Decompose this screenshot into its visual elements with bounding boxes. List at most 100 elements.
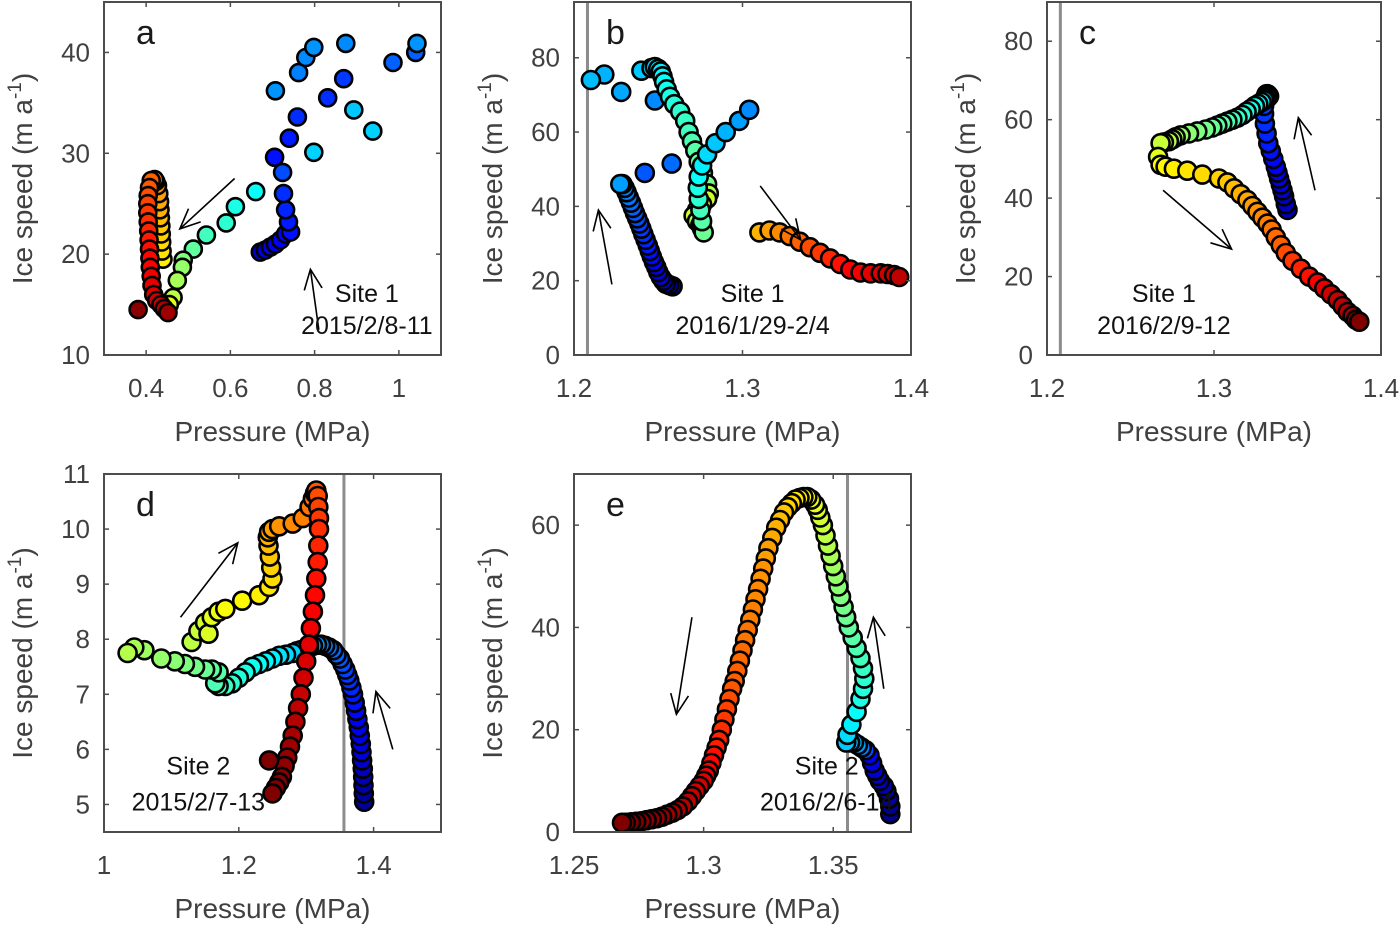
data-point xyxy=(303,142,324,163)
data-point xyxy=(335,33,356,54)
data-point xyxy=(407,33,427,54)
y-tick-label: 40 xyxy=(61,37,90,67)
data-point xyxy=(298,634,320,656)
data-point xyxy=(661,153,683,174)
data-point xyxy=(609,173,631,195)
site-annotation: Site 1 xyxy=(335,280,399,308)
x-tick-label: 1.4 xyxy=(1363,373,1399,403)
x-axis-label: Pressure (MPa) xyxy=(644,416,840,447)
data-point xyxy=(362,121,383,141)
y-axis-label-main: Ice speed (m a xyxy=(7,573,38,759)
y-tick-label: 60 xyxy=(1004,105,1033,135)
x-axis-label: Pressure (MPa) xyxy=(1116,416,1312,447)
y-axis-label-end: ) xyxy=(950,73,981,82)
x-tick-label: 1 xyxy=(97,850,111,880)
data-point xyxy=(225,196,246,217)
x-tick-label: 0.4 xyxy=(128,373,164,403)
direction-arrow-icon xyxy=(592,208,613,285)
x-axis-label: Pressure (MPa) xyxy=(174,416,370,447)
x-axis-label: Pressure (MPa) xyxy=(174,893,370,924)
x-axis-label: Pressure (MPa) xyxy=(644,893,840,924)
y-tick-label: 60 xyxy=(531,117,560,147)
x-tick-label: 1.3 xyxy=(724,373,760,403)
y-tick-label: 20 xyxy=(531,715,560,745)
y-tick-label: 20 xyxy=(531,266,560,296)
direction-arrow-icon xyxy=(759,185,802,242)
y-tick-label: 30 xyxy=(61,138,90,168)
data-point xyxy=(231,590,253,612)
y-axis-label: Ice speed (m a-1) xyxy=(5,73,38,284)
y-axis-label-main: Ice speed (m a xyxy=(7,99,38,285)
data-point xyxy=(167,270,188,291)
site-annotation: Site 2 xyxy=(166,753,230,781)
y-axis-label-end: ) xyxy=(477,73,508,82)
panel-a: 0.4 0.6 0.8 1 10 20 30 40 Pressure (MPa) Ice spee… xyxy=(5,1,442,447)
data-point xyxy=(383,52,403,73)
y-tick-label: 10 xyxy=(61,340,90,370)
data-point xyxy=(305,568,327,589)
axes-frame xyxy=(103,1,442,356)
panel-d: 1 1.2 1.4 5 6 7 8 9 10 11 Pressure (MPa) Ice speed … xyxy=(5,459,442,924)
panel-letter: e xyxy=(606,486,625,524)
data-point xyxy=(117,642,138,664)
data-point xyxy=(611,812,633,832)
x-tick-label: 1 xyxy=(392,373,406,403)
data-point xyxy=(245,181,266,202)
data-point xyxy=(196,225,217,245)
y-tick-label: 20 xyxy=(1004,262,1033,292)
x-tick-label: 1.4 xyxy=(356,850,392,880)
y-axis-label-superscript: -1 xyxy=(5,82,26,99)
y-tick-label: 7 xyxy=(76,679,90,709)
y-axis-label-superscript: -1 xyxy=(948,82,969,99)
panel-letter: b xyxy=(606,14,625,52)
data-point xyxy=(333,68,354,89)
panel-e: 1.25 1.3 1.35 0 20 40 60 Pressure (MPa) Ice spee… xyxy=(475,473,912,924)
date-annotation: 2015/2/8-11 xyxy=(301,312,433,340)
x-tick-label: 1.25 xyxy=(549,850,600,880)
x-tick-label: 1.4 xyxy=(893,373,929,403)
data-point xyxy=(300,617,322,639)
y-tick-label: 40 xyxy=(531,191,560,221)
data-point xyxy=(715,121,737,143)
y-tick-label: 0 xyxy=(1019,340,1033,370)
data-point xyxy=(151,648,172,669)
date-annotation: 2016/1/29-2/4 xyxy=(675,312,829,340)
y-axis-label: Ice speed (m a-1) xyxy=(475,73,508,284)
y-tick-label: 80 xyxy=(531,43,560,73)
data-point xyxy=(888,266,910,288)
y-axis-label-end: ) xyxy=(7,73,38,82)
date-annotation: 2015/2/7-13 xyxy=(132,789,265,817)
x-tick-label: 1.2 xyxy=(1029,373,1065,403)
data-point xyxy=(262,783,283,804)
data-points xyxy=(117,480,375,813)
data-point xyxy=(264,147,285,168)
y-tick-label: 10 xyxy=(61,514,90,544)
panel-letter: a xyxy=(136,14,155,52)
date-annotation: 2016/2/9-12 xyxy=(1097,312,1230,340)
y-tick-label: 0 xyxy=(546,817,560,847)
data-point xyxy=(273,183,294,204)
y-tick-label: 40 xyxy=(1004,183,1033,213)
data-point xyxy=(272,162,293,183)
direction-arrow-icon xyxy=(1293,115,1316,191)
x-tick-label: 1.3 xyxy=(1196,373,1232,403)
x-tick-label: 1.35 xyxy=(808,850,859,880)
data-point xyxy=(610,81,632,103)
data-point xyxy=(343,100,364,120)
data-point xyxy=(287,107,308,127)
data-point xyxy=(293,667,314,689)
panel-b: 1.2 1.3 1.4 0 20 40 60 80 Pressure (MPa) Ice spee… xyxy=(475,1,929,447)
site-annotation: Site 1 xyxy=(721,280,785,308)
y-tick-label: 5 xyxy=(76,789,90,819)
panel-letter: d xyxy=(136,486,155,524)
x-tick-label: 0.6 xyxy=(212,373,248,403)
y-axis-label-end: ) xyxy=(477,547,508,556)
data-points xyxy=(580,56,910,297)
data-point xyxy=(275,200,296,220)
y-tick-label: 8 xyxy=(76,624,90,654)
y-axis-label-main: Ice speed (m a xyxy=(950,99,981,285)
data-point xyxy=(634,162,656,184)
data-point xyxy=(738,99,760,121)
data-point xyxy=(258,750,280,771)
